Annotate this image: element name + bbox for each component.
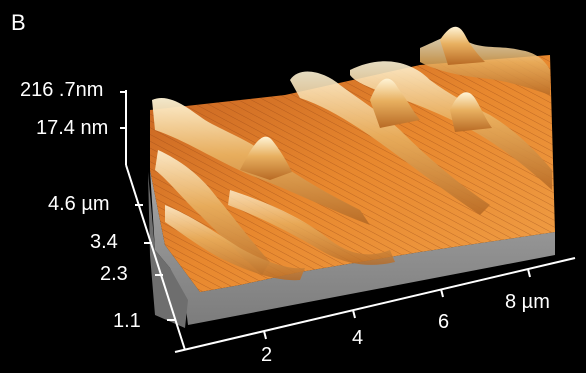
- x-axis-tick-label-1: 2: [261, 344, 273, 366]
- y-axis-tick-label-3: 2.3: [100, 263, 128, 285]
- x-axis-tick-3: [440, 288, 444, 298]
- z-axis-tick-label-2: 17.4 nm: [36, 117, 109, 139]
- substrate-base-side: [148, 172, 188, 328]
- x-axis-line: [174, 257, 576, 353]
- x-axis-tick-label-4: 8 µm: [505, 291, 550, 313]
- surface-peak-right: [440, 26, 485, 65]
- surface-peak-mid: [450, 92, 492, 132]
- surface-peak-left: [240, 136, 292, 180]
- surface-peak-center: [370, 78, 420, 128]
- surface-ridge-4: [290, 71, 490, 215]
- axis-lines: [120, 90, 576, 353]
- substrate-base-front: [150, 170, 555, 325]
- x-axis-tick-label-2: 4: [352, 327, 364, 349]
- y-axis-tick-label-4: 1.1: [113, 310, 141, 332]
- z-axis-tick-label-1: 216 .7nm: [20, 79, 104, 101]
- x-axis-tick-2: [352, 309, 356, 319]
- panel-label: B: [11, 10, 26, 35]
- surface-ridge-3: [165, 205, 305, 281]
- x-axis-tick-label-3: 6: [438, 311, 450, 333]
- surface-ridge-2: [155, 150, 270, 275]
- x-axis-tick-4: [527, 268, 531, 278]
- y-axis-tick-label-2: 3.4: [90, 231, 118, 253]
- y-axis-line: [125, 164, 186, 351]
- surface-ridge-7: [228, 190, 395, 265]
- y-axis-tick-label-1: 4.6 µm: [48, 193, 110, 215]
- x-axis-tick-1: [263, 330, 267, 340]
